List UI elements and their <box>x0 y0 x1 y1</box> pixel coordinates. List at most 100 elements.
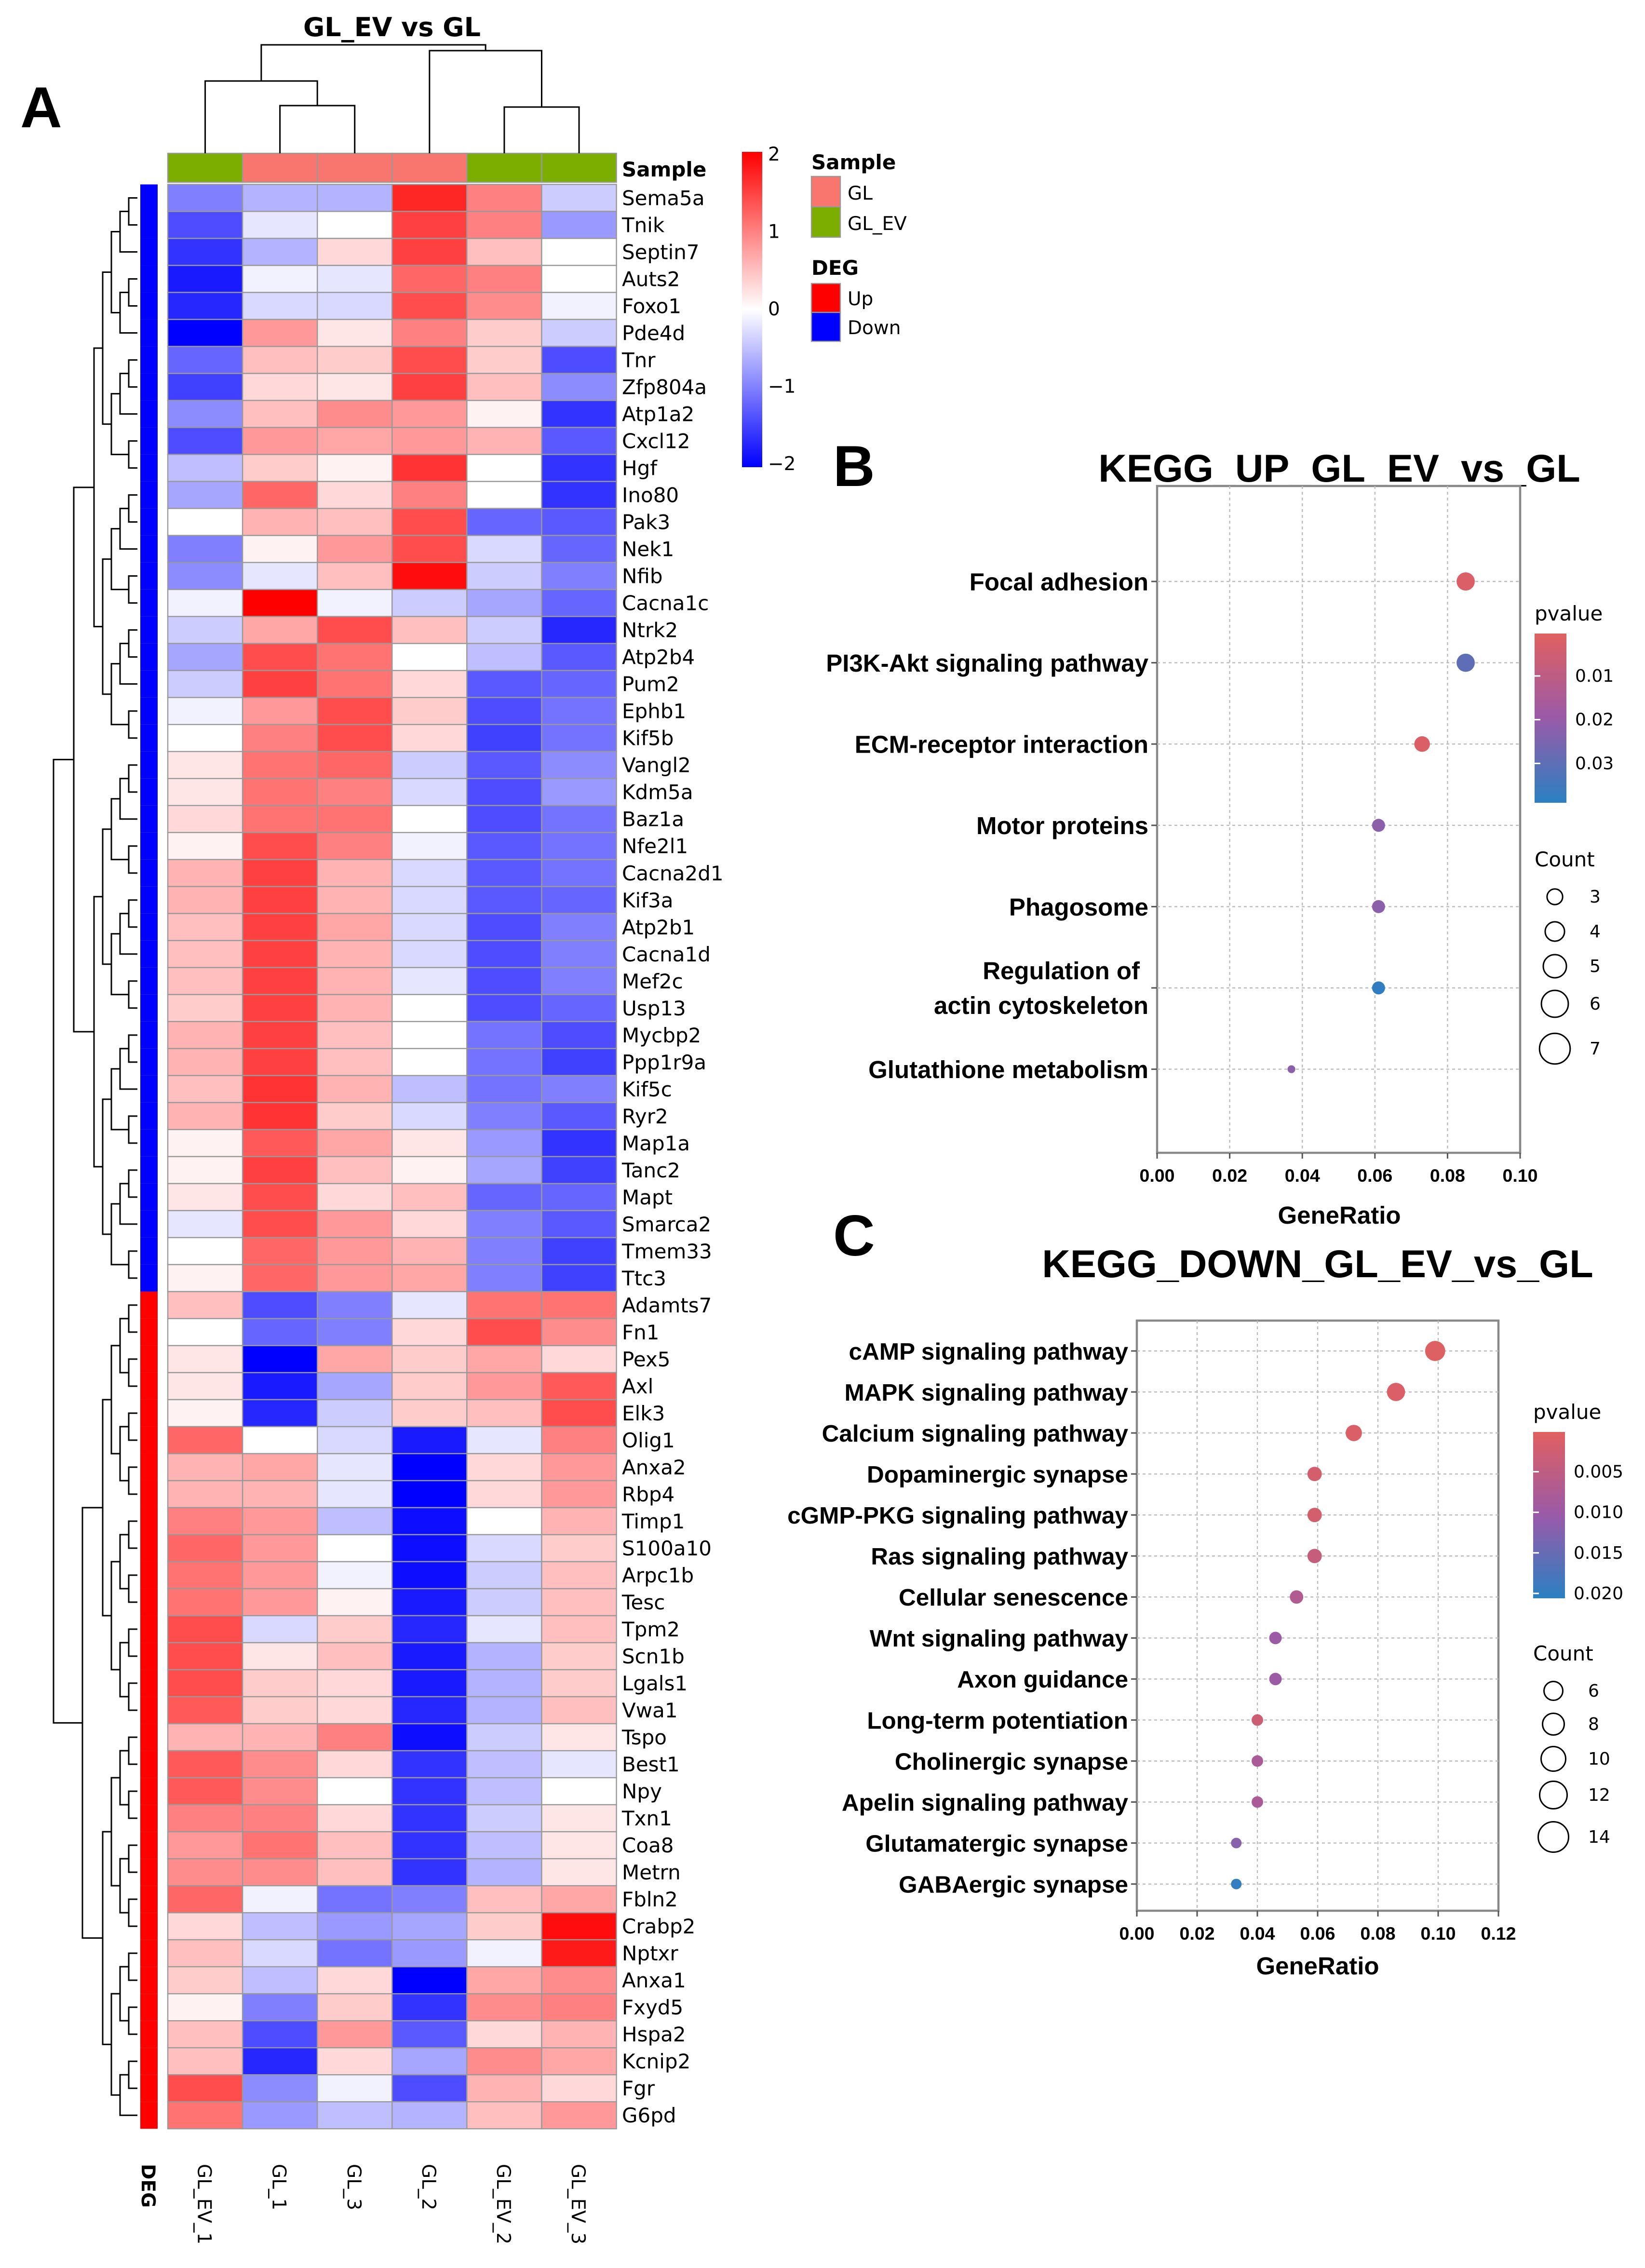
heatmap-cell <box>391 1507 468 1536</box>
heatmap-cell <box>541 1318 617 1347</box>
deg-annotation-cell <box>140 1913 158 1940</box>
deg-annotation-cell <box>140 2102 158 2129</box>
deg-annotation-cell <box>140 1616 158 1643</box>
count-legend-circle <box>1543 1681 1564 1701</box>
category-label: Cellular senescence <box>899 1584 1128 1611</box>
heatmap-cell <box>541 589 617 617</box>
heatmap-cell <box>317 589 393 617</box>
heatmap-cell <box>391 1399 468 1428</box>
gene-label: Pde4d <box>622 322 685 345</box>
sample-legend-title: Sample <box>811 150 896 174</box>
heatmap-cell <box>541 724 617 752</box>
heatmap-cell <box>242 1966 318 1995</box>
gene-label: Cacna1d <box>622 943 711 966</box>
deg-annotation-cell <box>140 2021 158 2048</box>
heatmap-cell <box>391 1561 468 1590</box>
heatmap-cell <box>391 508 468 536</box>
sample-legend-swatch <box>810 206 841 238</box>
deg-annotation-cell <box>140 751 158 779</box>
heatmap-cell <box>317 724 393 752</box>
heatmap-cell <box>466 913 542 941</box>
heatmap-cell <box>242 1615 318 1644</box>
heatmap-cell <box>466 1453 542 1482</box>
deg-annotation-cell <box>140 2075 158 2102</box>
heatmap-cell <box>541 481 617 509</box>
sample-annotation-label: Sample <box>622 158 706 181</box>
heatmap-cell <box>391 1993 468 2022</box>
heatmap-cell <box>317 1426 393 1455</box>
heatmap-cell <box>541 1210 617 1239</box>
heatmap-cell <box>167 184 243 212</box>
heatmap-cell <box>167 211 243 239</box>
heatmap-cell <box>317 292 393 320</box>
heatmap-cell <box>167 1885 243 1914</box>
data-point <box>1269 1632 1282 1645</box>
heatmap-cell <box>391 184 468 212</box>
deg-annotation-cell <box>140 535 158 563</box>
heatmap-cell <box>541 967 617 995</box>
heatmap-cell <box>391 1831 468 1860</box>
heatmap-cell <box>391 238 468 266</box>
heatmap-cell <box>317 1480 393 1509</box>
heatmap-cell <box>167 1048 243 1077</box>
colorbar-tick-label: 0.015 <box>1574 1543 1623 1563</box>
heatmap-cell <box>541 1291 617 1320</box>
heatmap-cell <box>317 1966 393 1995</box>
heatmap-cell <box>391 427 468 455</box>
deg-annotation-cell <box>140 967 158 995</box>
heatmap-cell <box>466 535 542 563</box>
category-label: ECM-receptor interaction <box>855 731 1148 758</box>
row-dendrogram <box>128 1574 138 1603</box>
heatmap-cell <box>391 265 468 293</box>
heatmap-cell <box>466 1561 542 1590</box>
heatmap-cell <box>317 2101 393 2130</box>
deg-annotation-cell <box>140 1156 158 1184</box>
heatmap-cell <box>466 589 542 617</box>
heatmap-cell <box>391 967 468 995</box>
heatmap-cell <box>317 1372 393 1401</box>
heatmap-cell <box>242 697 318 725</box>
gene-label: Vangl2 <box>622 754 691 777</box>
heatmap-cell <box>317 184 393 212</box>
row-dendrogram <box>128 1628 138 1657</box>
heatmap-cell <box>391 886 468 914</box>
heatmap-cell <box>541 2101 617 2130</box>
heatmap-title: GL_EV vs GL <box>303 12 481 42</box>
heatmap-cell <box>541 1669 617 1698</box>
gene-label: Septin7 <box>622 241 700 264</box>
heatmap-cell <box>317 265 393 293</box>
count-legend-circle <box>1546 888 1564 905</box>
colorbar-tick-label: 0.02 <box>1575 710 1614 730</box>
heatmap-cell <box>317 1858 393 1887</box>
count-legend-circle <box>1537 1821 1570 1853</box>
deg-annotation-cell <box>140 1399 158 1427</box>
heatmap-cell <box>466 1156 542 1185</box>
heatmap-cell <box>541 778 617 806</box>
heatmap-cell <box>466 1534 542 1563</box>
heatmap-cell <box>391 1372 468 1401</box>
heatmap-cell <box>167 292 243 320</box>
category-label: PI3K-Akt signaling pathway <box>826 649 1148 677</box>
gene-label: Nfe2l1 <box>622 835 688 858</box>
heatmap-cell <box>242 319 318 347</box>
heatmap-cell <box>391 1102 468 1131</box>
heatmap-cell <box>242 670 318 698</box>
row-dendrogram <box>102 271 112 425</box>
gene-label: Best1 <box>622 1753 680 1776</box>
data-point <box>1372 900 1385 913</box>
heatmap-cell <box>391 1048 468 1077</box>
heatmap-cell <box>242 1102 318 1131</box>
colorbar-tick-label: 0.020 <box>1574 1584 1623 1604</box>
heatmap-cell <box>167 1750 243 1779</box>
data-point <box>1287 1065 1295 1073</box>
row-dendrogram <box>110 231 121 314</box>
deg-annotation-cell <box>140 238 158 266</box>
heatmap-cell <box>541 751 617 779</box>
gene-label: Atp2b4 <box>622 646 695 669</box>
heatmap-cell <box>242 1399 318 1428</box>
deg-annotation-cell <box>140 1670 158 1697</box>
heatmap-cell <box>541 1102 617 1131</box>
heatmap-cell <box>317 1804 393 1833</box>
heatmap-cell <box>242 1588 318 1617</box>
deg-annotation-cell <box>140 1480 158 1508</box>
